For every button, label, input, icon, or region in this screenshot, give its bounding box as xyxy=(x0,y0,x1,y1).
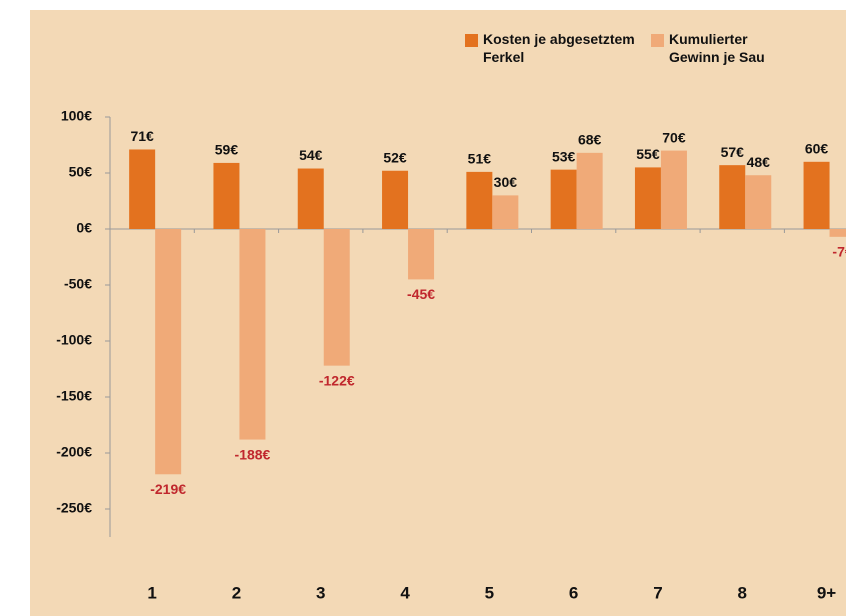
y-tick-label: -100€ xyxy=(56,332,92,348)
background xyxy=(30,10,846,616)
data-label: 54€ xyxy=(299,147,323,163)
bar xyxy=(829,229,846,237)
bar xyxy=(803,161,830,229)
x-tick-label: 7 xyxy=(653,583,662,602)
bar xyxy=(408,229,435,280)
legend-swatch xyxy=(651,34,664,47)
bar xyxy=(492,195,519,229)
bar xyxy=(239,229,266,440)
x-tick-label: 2 xyxy=(232,583,241,602)
data-label: 71€ xyxy=(130,128,154,144)
bar xyxy=(719,165,746,229)
y-tick-label: 100€ xyxy=(61,108,92,124)
x-tick-label: 3 xyxy=(316,583,325,602)
data-label: 68€ xyxy=(578,132,602,148)
y-tick-label: -50€ xyxy=(64,276,92,292)
data-label: 55€ xyxy=(636,146,660,162)
data-label: -122€ xyxy=(319,372,355,388)
data-label: 60€ xyxy=(805,141,829,157)
data-label: 48€ xyxy=(747,154,771,170)
bar xyxy=(634,167,661,229)
x-tick-label: 4 xyxy=(400,583,410,602)
bar xyxy=(550,169,577,229)
bar xyxy=(213,162,240,229)
bar xyxy=(129,149,156,229)
data-label: 52€ xyxy=(383,149,407,165)
x-tick-label: 5 xyxy=(485,583,494,602)
x-tick-label: 8 xyxy=(738,583,747,602)
data-label: -188€ xyxy=(235,446,271,462)
data-label: -219€ xyxy=(150,481,186,497)
bar xyxy=(155,229,182,475)
x-tick-label: 6 xyxy=(569,583,578,602)
y-tick-label: -200€ xyxy=(56,444,92,460)
bar xyxy=(745,175,772,229)
bar xyxy=(576,152,603,229)
data-label: 59€ xyxy=(215,142,239,158)
legend-label: Kumulierter Gewinn je Sau xyxy=(669,31,765,65)
data-label: -7€ xyxy=(832,244,846,260)
y-tick-label: 50€ xyxy=(69,164,93,180)
y-tick-label: 0€ xyxy=(76,220,92,236)
x-tick-label: 9+ xyxy=(817,583,836,602)
bar xyxy=(382,170,409,229)
data-label: 57€ xyxy=(721,144,745,160)
bar xyxy=(660,150,687,229)
legend-swatch xyxy=(465,34,478,47)
legend-label: Kosten je abgesetztem Ferkel xyxy=(483,31,635,65)
y-tick-label: -250€ xyxy=(56,500,92,516)
data-label: -45€ xyxy=(407,286,435,302)
bar xyxy=(297,168,324,229)
x-tick-label: 1 xyxy=(147,583,156,602)
y-tick-label: -150€ xyxy=(56,388,92,404)
data-label: 30€ xyxy=(494,174,518,190)
bar xyxy=(466,171,493,229)
legend-item: Kumulierter Gewinn je Sau xyxy=(651,30,776,66)
data-label: 51€ xyxy=(468,151,492,167)
legend-item: Kosten je abgesetztem Ferkel xyxy=(465,30,650,66)
data-label: 70€ xyxy=(662,129,686,145)
data-label: 53€ xyxy=(552,148,576,164)
bar xyxy=(323,229,350,366)
